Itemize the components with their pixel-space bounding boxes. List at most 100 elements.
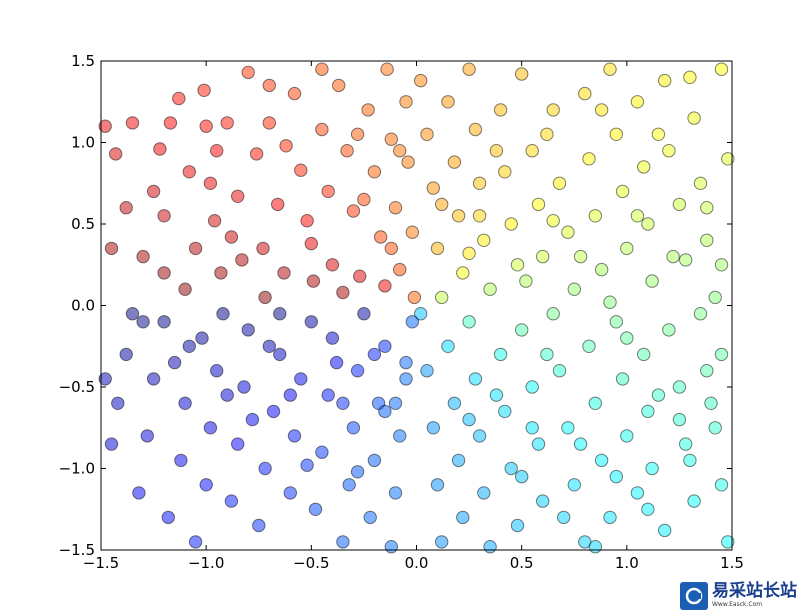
y-tick-label: −1.0 bbox=[59, 460, 95, 478]
data-point-146 bbox=[515, 323, 529, 337]
data-point-252 bbox=[195, 331, 209, 345]
data-point-106 bbox=[687, 111, 701, 125]
data-point-164 bbox=[641, 404, 655, 419]
data-point-39 bbox=[384, 132, 398, 146]
data-point-37 bbox=[374, 230, 388, 244]
data-point-150 bbox=[546, 307, 560, 321]
data-point-244 bbox=[262, 339, 276, 353]
data-point-26 bbox=[300, 214, 314, 228]
data-point-149 bbox=[536, 494, 550, 508]
data-point-219 bbox=[237, 380, 251, 394]
data-point-153 bbox=[567, 478, 581, 492]
data-point-124 bbox=[594, 103, 609, 117]
data-point-13 bbox=[207, 214, 222, 228]
watermark-subtext: Www.Easck.Com bbox=[712, 601, 763, 608]
data-point-217 bbox=[252, 518, 266, 533]
data-point-216 bbox=[258, 461, 272, 476]
site-watermark: 易采站长站 Www.Easck.Com bbox=[678, 579, 812, 612]
data-point-100 bbox=[641, 217, 655, 231]
data-point-12 bbox=[203, 176, 218, 191]
data-point-197 bbox=[378, 339, 392, 353]
scatter-points bbox=[98, 62, 735, 554]
data-point-147 bbox=[525, 380, 539, 394]
data-point-181 bbox=[683, 453, 697, 468]
data-point-92 bbox=[588, 209, 602, 223]
data-point-130 bbox=[426, 421, 440, 435]
data-point-247 bbox=[300, 458, 314, 472]
data-point-82 bbox=[515, 67, 529, 81]
data-point-3 bbox=[119, 201, 133, 215]
data-point-191 bbox=[462, 412, 476, 427]
data-point-95 bbox=[609, 127, 623, 142]
data-point-50 bbox=[224, 230, 239, 244]
data-point-103 bbox=[662, 144, 676, 158]
data-point-85 bbox=[536, 249, 550, 264]
data-point-218 bbox=[241, 323, 255, 337]
data-point-201 bbox=[357, 307, 371, 321]
data-point-240 bbox=[283, 388, 297, 402]
data-point-31 bbox=[332, 78, 346, 93]
data-point-19 bbox=[249, 147, 264, 161]
data-point-228 bbox=[178, 396, 192, 410]
data-point-6 bbox=[157, 209, 171, 223]
data-point-174 bbox=[714, 478, 729, 492]
data-point-151 bbox=[552, 364, 567, 378]
data-point-4 bbox=[136, 249, 150, 264]
data-point-161 bbox=[620, 429, 634, 443]
data-point-254 bbox=[273, 307, 287, 321]
data-point-158 bbox=[603, 510, 617, 525]
data-point-165 bbox=[645, 461, 659, 476]
data-point-36 bbox=[367, 165, 382, 179]
data-point-162 bbox=[630, 486, 645, 500]
data-point-93 bbox=[594, 262, 609, 277]
x-tick-label: 0.5 bbox=[510, 554, 534, 572]
watermark-text: 易采站长站 bbox=[712, 581, 797, 601]
data-point-23 bbox=[277, 266, 291, 280]
data-point-230 bbox=[161, 510, 176, 525]
data-point-236 bbox=[119, 347, 133, 362]
data-point-0 bbox=[98, 119, 112, 133]
data-point-170 bbox=[687, 494, 701, 508]
data-point-48 bbox=[178, 282, 192, 296]
data-point-231 bbox=[157, 315, 171, 329]
data-point-160 bbox=[615, 372, 630, 386]
y-tick-labels: 1.5 1.0 0.5 0.0 −0.5 −1.0 −1.5 bbox=[59, 52, 95, 559]
data-point-142 bbox=[493, 347, 508, 362]
data-point-183 bbox=[489, 388, 504, 402]
data-point-102 bbox=[658, 73, 672, 88]
data-point-17 bbox=[235, 253, 249, 267]
data-point-7 bbox=[163, 116, 178, 130]
data-point-43 bbox=[401, 155, 415, 169]
data-point-156 bbox=[588, 396, 602, 410]
data-point-81 bbox=[510, 258, 525, 272]
data-point-88 bbox=[561, 225, 575, 239]
data-point-38 bbox=[380, 62, 394, 76]
data-point-166 bbox=[658, 523, 672, 538]
data-point-40 bbox=[388, 201, 403, 215]
data-point-175 bbox=[721, 535, 735, 549]
data-point-94 bbox=[603, 62, 617, 76]
y-tick-label: −1.5 bbox=[59, 541, 95, 559]
data-point-187 bbox=[641, 502, 655, 516]
data-point-136 bbox=[456, 510, 470, 525]
data-point-49 bbox=[210, 144, 224, 158]
data-point-65 bbox=[420, 127, 434, 142]
data-point-107 bbox=[693, 176, 708, 191]
y-tick-label: −0.5 bbox=[59, 378, 95, 396]
data-point-118 bbox=[603, 295, 617, 309]
data-point-203 bbox=[346, 421, 361, 435]
data-point-239 bbox=[98, 372, 112, 386]
data-point-128 bbox=[414, 307, 428, 321]
data-point-232 bbox=[146, 372, 161, 386]
data-point-90 bbox=[578, 86, 592, 101]
data-point-109 bbox=[708, 290, 722, 305]
data-point-16 bbox=[231, 189, 245, 204]
data-point-34 bbox=[353, 269, 367, 283]
data-point-70 bbox=[447, 155, 462, 169]
data-point-66 bbox=[426, 181, 440, 195]
data-point-208 bbox=[315, 445, 329, 459]
data-point-205 bbox=[336, 535, 350, 549]
data-point-44 bbox=[405, 225, 419, 239]
data-point-83 bbox=[525, 144, 539, 158]
data-point-134 bbox=[447, 396, 462, 410]
